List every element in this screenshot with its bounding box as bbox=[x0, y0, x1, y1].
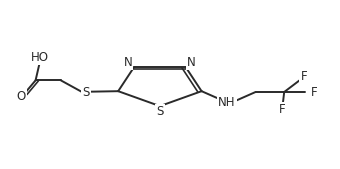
Text: N: N bbox=[124, 56, 132, 69]
Text: N: N bbox=[187, 56, 196, 69]
Text: O: O bbox=[17, 90, 26, 103]
Text: F: F bbox=[301, 70, 307, 83]
Text: NH: NH bbox=[218, 96, 236, 109]
Text: HO: HO bbox=[31, 51, 49, 64]
Text: F: F bbox=[311, 86, 318, 99]
Text: F: F bbox=[279, 103, 286, 116]
Text: S: S bbox=[156, 105, 164, 118]
Text: S: S bbox=[83, 86, 90, 99]
